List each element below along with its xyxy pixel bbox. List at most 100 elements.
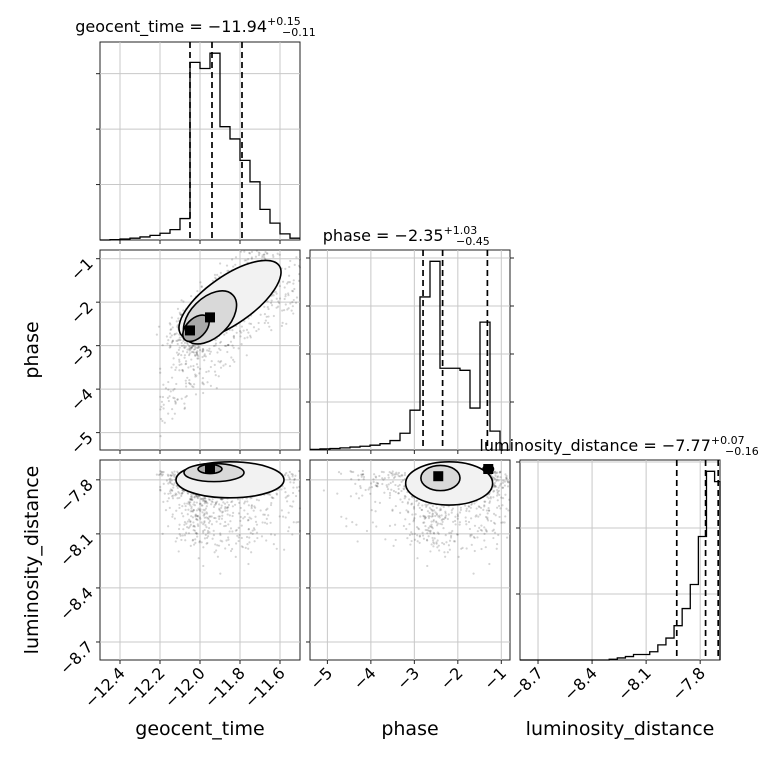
- sample-point: [406, 501, 410, 504]
- panel-hist-luminosity-distance: [519, 459, 721, 661]
- sample-point: [402, 488, 406, 491]
- sample-point: [498, 484, 501, 487]
- sample-point: [397, 492, 400, 495]
- sample-point: [278, 284, 281, 288]
- sample-point: [160, 400, 164, 403]
- sample-point: [172, 357, 175, 360]
- sample-point: [439, 508, 443, 511]
- sample-point: [365, 529, 369, 533]
- sample-point: [173, 397, 176, 400]
- sample-point: [219, 262, 222, 265]
- sample-point: [390, 472, 393, 475]
- sample-point: [284, 496, 287, 499]
- sample-point: [221, 540, 224, 543]
- sample-point: [420, 508, 424, 512]
- sample-point: [196, 496, 199, 499]
- sample-point: [192, 528, 195, 532]
- sample-point: [250, 507, 253, 510]
- sample-point: [416, 540, 419, 543]
- sample-point: [227, 538, 230, 541]
- sample-point: [278, 515, 281, 518]
- sample-point: [410, 502, 414, 505]
- sample-point: [430, 523, 433, 526]
- sample-point: [170, 376, 174, 379]
- sample-point: [489, 495, 492, 499]
- sample-point: [417, 502, 421, 505]
- sample-point: [492, 536, 495, 540]
- sample-point: [195, 518, 198, 521]
- sample-point: [393, 475, 397, 478]
- sample-point: [266, 306, 269, 309]
- sample-point: [189, 520, 192, 523]
- sample-point: [197, 524, 200, 528]
- sample-point: [432, 541, 435, 544]
- sample-point: [183, 341, 187, 344]
- sample-point: [185, 394, 188, 398]
- sample-point: [217, 360, 220, 363]
- sample-point: [495, 472, 498, 475]
- sample-point: [219, 539, 222, 542]
- sample-point: [477, 505, 480, 508]
- sample-point: [179, 338, 182, 342]
- sample-point: [190, 495, 193, 498]
- sample-point: [444, 516, 447, 520]
- sample-point: [430, 525, 433, 528]
- sample-point: [508, 498, 511, 501]
- sample-point: [211, 498, 214, 501]
- sample-point: [208, 498, 212, 502]
- sample-point: [219, 348, 222, 352]
- sample-point: [201, 499, 204, 502]
- sample-point: [226, 506, 229, 509]
- sample-point: [199, 509, 202, 513]
- sample-point: [431, 539, 435, 542]
- sample-point: [401, 474, 404, 477]
- sample-point: [258, 252, 261, 255]
- sample-point: [419, 515, 422, 518]
- sample-point: [233, 503, 237, 506]
- sample-point: [195, 518, 198, 521]
- sample-point: [495, 471, 499, 474]
- sample-point: [374, 510, 377, 513]
- sample-point: [162, 383, 165, 386]
- xlabel-geocent-time: geocent_time: [135, 718, 264, 740]
- sample-point: [171, 407, 174, 411]
- sample-point: [171, 489, 174, 492]
- sample-point: [403, 494, 406, 498]
- sample-point: [186, 343, 189, 346]
- sample-point: [227, 505, 230, 509]
- sample-point: [227, 343, 230, 347]
- sample-point: [410, 531, 413, 534]
- title-geocent-time-minus: −0.11: [282, 26, 316, 39]
- sample-point: [413, 516, 416, 520]
- sample-point: [175, 339, 178, 342]
- sample-point: [185, 531, 188, 534]
- sample-point: [186, 341, 189, 345]
- sample-point: [239, 515, 242, 519]
- sample-point: [192, 368, 196, 372]
- sample-point: [196, 357, 199, 360]
- sample-point: [246, 500, 249, 503]
- sample-point: [426, 532, 429, 535]
- sample-point: [264, 319, 267, 322]
- sample-point: [168, 481, 171, 484]
- density-peak-marker: [205, 312, 215, 323]
- sample-point: [161, 532, 164, 535]
- sample-point: [248, 251, 251, 255]
- sample-point: [197, 557, 200, 560]
- sample-point: [171, 495, 174, 498]
- sample-point: [359, 486, 362, 490]
- sample-point: [485, 509, 489, 512]
- sample-point: [219, 522, 222, 525]
- sample-point: [195, 352, 199, 355]
- sample-point: [249, 531, 252, 534]
- sample-point: [216, 351, 219, 354]
- sample-point: [167, 482, 170, 485]
- sample-point: [239, 335, 242, 338]
- y-tick-label: −1: [67, 254, 97, 284]
- sample-point: [249, 322, 253, 325]
- sample-point: [182, 339, 185, 343]
- sample-point: [263, 321, 266, 325]
- sample-point: [278, 301, 281, 305]
- x-tick-label: −8.4: [560, 663, 601, 704]
- sample-point: [392, 489, 396, 493]
